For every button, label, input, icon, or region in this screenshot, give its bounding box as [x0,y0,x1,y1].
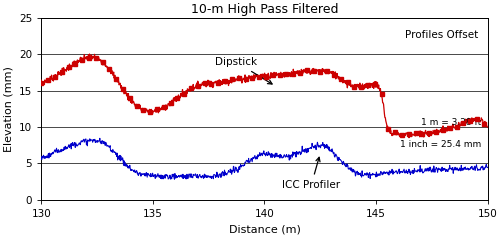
Y-axis label: Elevation (mm): Elevation (mm) [4,66,14,152]
Title: 10-m High Pass Filtered: 10-m High Pass Filtered [191,4,338,16]
Text: 1 m = 3.28 ft: 1 m = 3.28 ft [421,118,481,127]
Text: ICC Profiler: ICC Profiler [283,157,341,189]
Text: Dipstick: Dipstick [215,57,272,84]
Text: Profiles Offset: Profiles Offset [405,30,479,40]
X-axis label: Distance (m): Distance (m) [228,224,301,234]
Text: 1 inch = 25.4 mm: 1 inch = 25.4 mm [400,140,481,149]
